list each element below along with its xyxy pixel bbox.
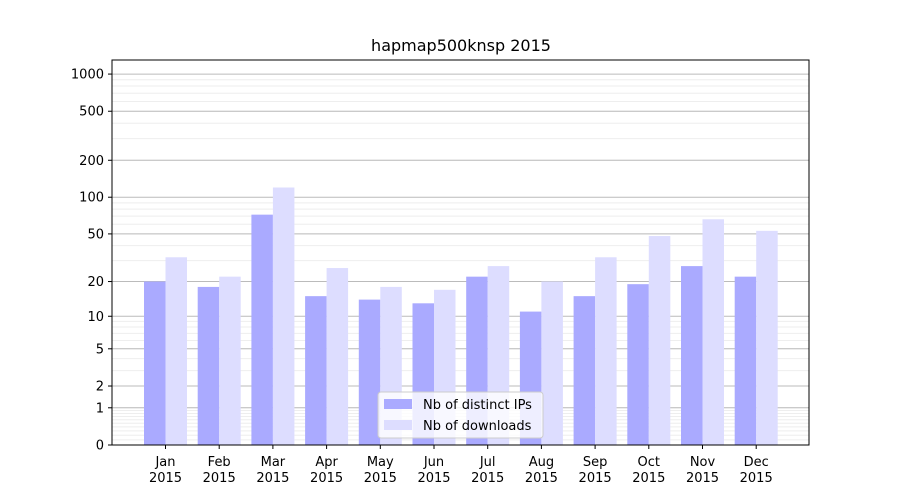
legend-label-distinct-ips: Nb of distinct IPs: [423, 398, 532, 413]
x-tick-label-month: May: [367, 455, 394, 470]
legend: Nb of distinct IPs Nb of downloads: [377, 391, 544, 439]
bar-distinct-ips-apr: [305, 296, 327, 445]
x-tick-label-year: 2015: [203, 471, 236, 486]
y-tick-label: 100: [79, 191, 104, 206]
bar-distinct-ips-feb: [197, 286, 220, 445]
y-tick-label: 0: [96, 439, 104, 454]
y-tick-label: 50: [87, 227, 104, 242]
bar-downloads-mar: [272, 187, 295, 446]
legend-swatch-distinct-ips: [384, 399, 412, 409]
y-tick-label: 1: [96, 401, 104, 416]
x-tick-label-year: 2015: [740, 471, 773, 486]
x-tick-label-month: Oct: [638, 455, 660, 470]
x-tick-label-month: Feb: [208, 455, 231, 470]
x-tick-label-month: Jul: [479, 455, 496, 470]
bar-distinct-ips-dec: [734, 276, 757, 445]
y-tick-label: 2: [96, 380, 104, 395]
x-tick-label-month: Nov: [690, 455, 716, 470]
x-tick-label-month: Jan: [154, 455, 175, 470]
bar-downloads-feb: [219, 276, 241, 445]
x-tick-label-month: Sep: [583, 455, 608, 470]
bar-downloads-oct: [648, 236, 671, 445]
y-tick-label: 500: [79, 105, 104, 120]
bar-distinct-ips-jan: [144, 281, 166, 445]
x-tick-label-year: 2015: [149, 471, 182, 486]
x-tick-label-month: Aug: [529, 455, 554, 470]
bar-distinct-ips-oct: [627, 284, 649, 445]
y-tick-label: 20: [87, 275, 104, 290]
x-tick-label-month: Jun: [423, 455, 444, 470]
bar-downloads-aug: [541, 281, 563, 445]
chart-title: hapmap500knsp 2015: [371, 36, 551, 55]
x-tick-label-year: 2015: [579, 471, 612, 486]
x-tick-label-year: 2015: [310, 471, 343, 486]
y-axis: 0 1 2 5 10 20 50 100 200 500 1000: [71, 68, 112, 454]
bar-downloads-nov: [702, 219, 724, 445]
x-tick-label-month: Mar: [261, 455, 286, 470]
legend-label-downloads: Nb of downloads: [423, 419, 532, 434]
x-tick-label-month: Apr: [315, 455, 338, 470]
y-tick-label: 5: [96, 342, 104, 357]
legend-box: [377, 391, 544, 439]
x-axis: Jan2015Feb2015Mar2015Apr2015May2015Jun20…: [149, 445, 773, 486]
x-tick-label-year: 2015: [686, 471, 719, 486]
bar-distinct-ips-mar: [251, 214, 273, 445]
bar-downloads-jan: [165, 257, 187, 445]
bar-distinct-ips-sep: [573, 296, 596, 445]
y-tick-label: 1000: [71, 68, 104, 83]
bar-downloads-apr: [326, 268, 349, 445]
x-tick-label-year: 2015: [632, 471, 665, 486]
x-tick-label-year: 2015: [417, 471, 450, 486]
bar-downloads-sep: [595, 257, 617, 445]
bar-distinct-ips-nov: [681, 266, 703, 445]
y-tick-label: 200: [79, 154, 104, 169]
x-tick-label-year: 2015: [364, 471, 397, 486]
x-tick-label-year: 2015: [471, 471, 504, 486]
bar-downloads-dec: [756, 230, 778, 445]
x-tick-label-year: 2015: [256, 471, 289, 486]
plot-frame: [111, 59, 810, 446]
bar-distinct-ips-may: [358, 299, 381, 445]
y-tick-label: 10: [87, 310, 104, 325]
legend-swatch-downloads: [384, 420, 412, 430]
x-tick-label-year: 2015: [525, 471, 558, 486]
x-tick-label-month: Dec: [744, 455, 769, 470]
